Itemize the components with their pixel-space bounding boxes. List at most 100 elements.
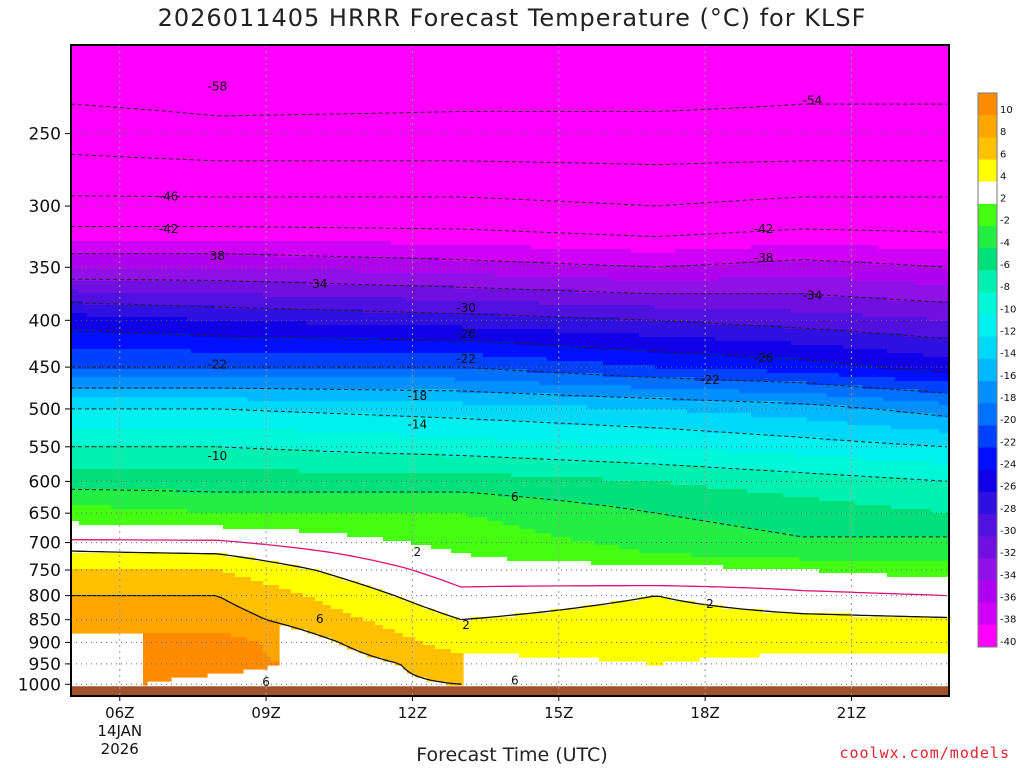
temperature-cell: [715, 325, 720, 342]
temperature-cell: [87, 305, 92, 318]
temperature-cell: [707, 337, 712, 354]
temperature-cell: [691, 45, 696, 250]
temperature-cell: [443, 437, 448, 458]
temperature-cell: [87, 409, 92, 430]
temperature-cell: [383, 389, 388, 402]
temperature-cell: [631, 253, 636, 266]
temperature-cell: [607, 377, 612, 386]
temperature-cell: [691, 249, 696, 266]
temperature-cell: [935, 301, 940, 322]
temperature-cell: [283, 493, 288, 514]
temperature-cell: [867, 377, 872, 390]
temperature-cell: [291, 593, 296, 630]
temperature-cell: [667, 409, 672, 430]
temperature-cell: [751, 493, 756, 530]
temperature-cell: [295, 353, 300, 370]
temperature-cell: [247, 469, 252, 494]
temperature-cell: [847, 409, 852, 426]
temperature-cell: [595, 445, 600, 462]
temperature-cell: [403, 313, 408, 326]
temperature-cell: [407, 637, 412, 674]
temperature-cell: [419, 493, 424, 514]
temperature-cell: [679, 45, 684, 250]
temperature-cell: [827, 277, 832, 298]
temperature-cell: [739, 525, 744, 558]
temperature-cell: [591, 397, 596, 410]
temperature-cell: [687, 449, 692, 466]
temperature-cell: [491, 341, 496, 358]
temperature-cell: [907, 45, 912, 250]
temperature-cell: [379, 297, 384, 314]
temperature-cell: [815, 277, 820, 294]
temperature-cell: [779, 533, 784, 558]
temperature-cell: [867, 297, 872, 318]
temperature-cell: [679, 601, 684, 662]
temperature-cell: [307, 401, 312, 414]
temperature-cell: [787, 533, 792, 558]
temperature-cell: [835, 457, 840, 474]
temperature-cell: [287, 45, 292, 242]
temperature-cell: [795, 613, 800, 654]
temperature-cell: [435, 401, 440, 418]
temperature-cell: [775, 453, 780, 474]
temperature-cell: [447, 437, 452, 458]
temperature-cell: [167, 489, 172, 510]
temperature-cell: [791, 261, 796, 278]
temperature-cell: [263, 493, 268, 514]
temperature-cell: [395, 541, 400, 598]
temperature-cell: [299, 369, 304, 378]
temperature-cell: [275, 389, 280, 402]
temperature-cell: [783, 329, 788, 342]
temperature-cell: [343, 285, 348, 298]
temperature-cell: [611, 409, 616, 426]
temperature-cell: [215, 293, 220, 310]
temperature-cell: [303, 369, 308, 378]
temperature-cell: [179, 293, 184, 306]
temperature-cell: [235, 253, 240, 270]
temperature-cell: [527, 45, 532, 246]
temperature-cell: [935, 381, 940, 394]
temperature-cell: [539, 457, 544, 478]
temperature-cell: [499, 289, 504, 302]
temperature-cell: [831, 373, 836, 386]
temperature-cell: [151, 305, 156, 318]
temperature-cell: [599, 349, 604, 362]
temperature-cell: [263, 653, 268, 670]
temperature-cell: [391, 273, 396, 286]
temperature-cell: [843, 441, 848, 458]
temperature-cell: [931, 373, 936, 382]
temperature-cell: [219, 397, 224, 410]
temperature-cell: [719, 565, 724, 606]
temperature-cell: [355, 513, 360, 538]
temperature-cell: [207, 253, 212, 270]
temperature-cell: [75, 409, 80, 430]
temperature-cell: [847, 45, 852, 246]
temperature-cell: [659, 321, 664, 338]
temperature-cell: [707, 489, 712, 522]
temperature-cell: [827, 613, 832, 654]
temperature-cell: [231, 241, 236, 254]
temperature-cell: [723, 357, 728, 370]
temperature-cell: [351, 337, 356, 354]
temperature-cell: [835, 261, 840, 278]
temperature-cell: [499, 421, 504, 442]
temperature-cell: [399, 453, 404, 474]
temperature-cell: [419, 513, 424, 546]
temperature-cell: [943, 269, 948, 286]
temperature-cell: [339, 369, 344, 378]
temperature-cell: [667, 281, 672, 294]
temperature-cell: [159, 489, 164, 510]
temperature-cell: [647, 281, 652, 294]
temperature-cell: [211, 353, 216, 370]
temperature-cell: [595, 385, 600, 398]
temperature-cell: [567, 385, 572, 398]
temperature-cell: [547, 477, 552, 502]
temperature-cell: [927, 537, 932, 562]
temperature-cell: [87, 429, 92, 446]
temperature-cell: [103, 241, 108, 254]
temperature-cell: [731, 249, 736, 266]
temperature-cell: [595, 265, 600, 278]
temperature-cell: [611, 317, 616, 334]
temperature-cell: [367, 413, 372, 434]
temperature-cell: [859, 349, 864, 366]
